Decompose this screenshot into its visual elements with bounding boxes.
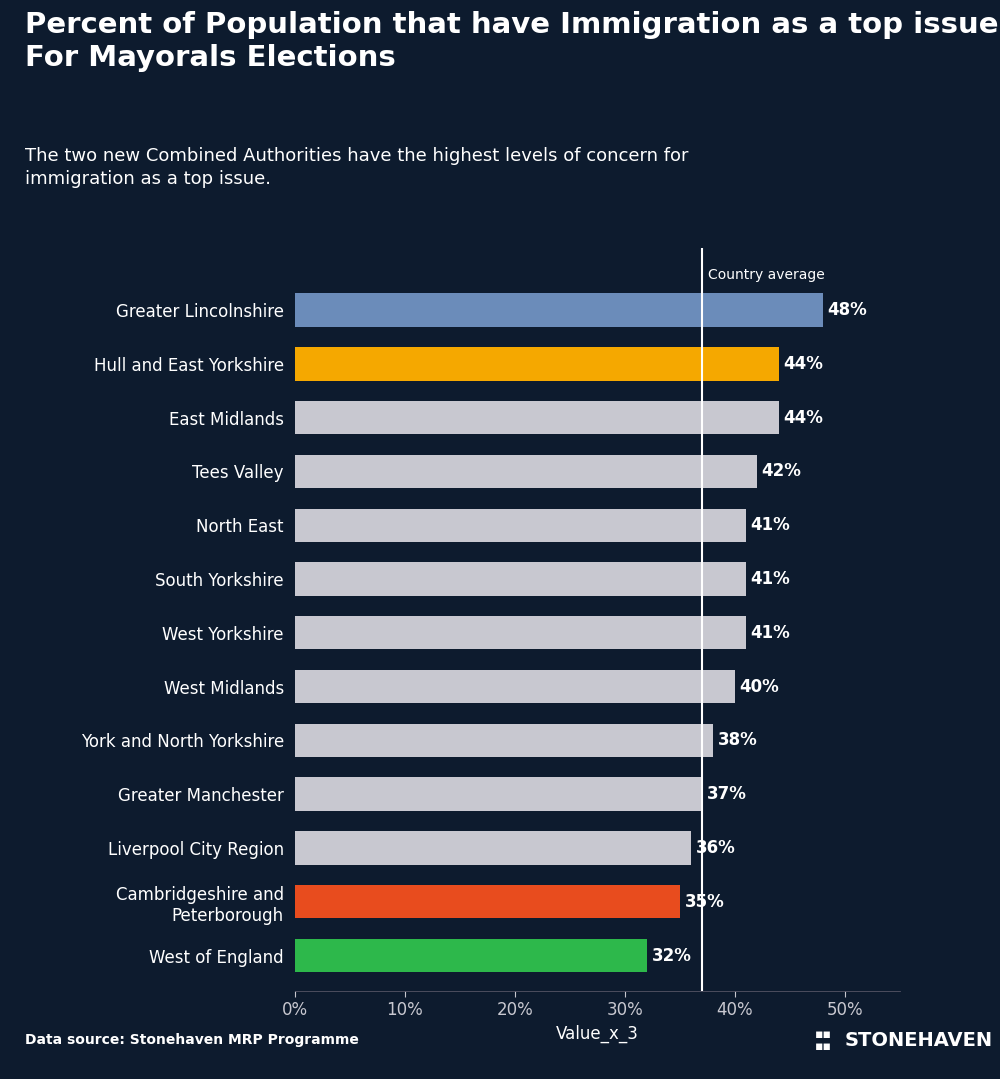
- Text: 42%: 42%: [761, 463, 801, 480]
- Bar: [295, 778, 702, 810]
- Text: 41%: 41%: [750, 570, 790, 588]
- Text: STONEHAVEN: STONEHAVEN: [845, 1030, 993, 1050]
- Bar: [295, 347, 779, 381]
- Text: 44%: 44%: [783, 409, 823, 426]
- Bar: [295, 616, 746, 650]
- Bar: [295, 293, 823, 327]
- Text: ▪▪
▪▪: ▪▪ ▪▪: [815, 1027, 832, 1053]
- Bar: [295, 939, 647, 972]
- Bar: [295, 831, 691, 864]
- Bar: [295, 454, 757, 488]
- Text: 37%: 37%: [706, 786, 746, 803]
- Bar: [295, 508, 746, 542]
- Bar: [295, 562, 746, 596]
- Text: Country average: Country average: [708, 268, 824, 282]
- Text: 48%: 48%: [827, 301, 867, 319]
- Bar: [295, 670, 735, 704]
- Text: 32%: 32%: [651, 946, 691, 965]
- Text: 41%: 41%: [750, 516, 790, 534]
- Bar: [295, 724, 713, 757]
- Text: Percent of Population that have Immigration as a top issue
For Mayorals Election: Percent of Population that have Immigrat…: [25, 11, 998, 72]
- Text: 38%: 38%: [717, 732, 757, 750]
- Text: 44%: 44%: [783, 355, 823, 373]
- Bar: [295, 885, 680, 918]
- Text: 36%: 36%: [695, 839, 735, 857]
- Text: 40%: 40%: [739, 678, 779, 696]
- Text: The two new Combined Authorities have the highest levels of concern for
immigrat: The two new Combined Authorities have th…: [25, 147, 688, 188]
- Text: 35%: 35%: [684, 892, 724, 911]
- X-axis label: Value_x_3: Value_x_3: [556, 1024, 639, 1042]
- Bar: [295, 401, 779, 434]
- Text: Data source: Stonehaven MRP Programme: Data source: Stonehaven MRP Programme: [25, 1034, 359, 1047]
- Text: 41%: 41%: [750, 624, 790, 642]
